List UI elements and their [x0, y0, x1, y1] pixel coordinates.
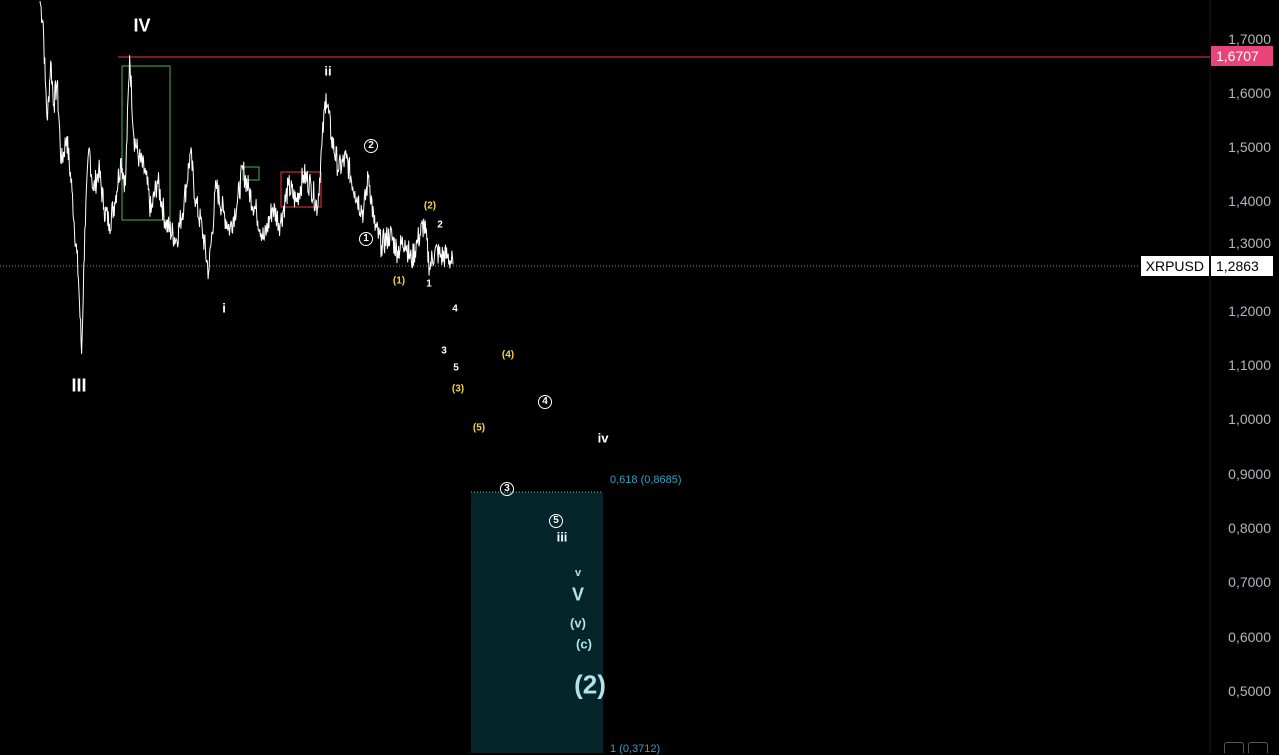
wave-label-small-1: 1 [426, 278, 432, 290]
wave-circle-1: 1 [359, 232, 373, 246]
last-price-tag: 1,2863 [1211, 256, 1273, 276]
fib-1-label: 1 (0,3712) [610, 743, 661, 755]
y-tick: 1,4000 [1228, 193, 1271, 209]
wave-circle-3: 3 [500, 482, 514, 496]
wave-label-iii: iii [556, 529, 568, 545]
y-tick: 1,6000 [1228, 85, 1271, 101]
wave-label-IV: IV [133, 15, 151, 36]
wave-label-III: III [71, 375, 87, 396]
wave-label-v: v [574, 567, 582, 579]
wave-label-V: V [571, 584, 585, 605]
wave-circle-5: 5 [549, 514, 563, 528]
wave-label-small-4: 4 [452, 303, 458, 315]
green-box-large [121, 65, 171, 221]
y-tick: 1,3000 [1228, 235, 1271, 251]
wave-label-iv: iv [597, 430, 609, 446]
wave-label-i: i [222, 300, 226, 316]
wave-circle-4: 4 [538, 395, 552, 409]
y-tick: 1,1000 [1228, 357, 1271, 373]
green-box-small [242, 166, 260, 181]
y-tick: 0,8000 [1228, 520, 1271, 536]
wave-circle-2: 2 [364, 139, 378, 153]
wave-label-yellow-5: (5) [472, 422, 486, 434]
wave-label-small-2: 2 [437, 219, 443, 231]
y-tick: 1,7000 [1228, 31, 1271, 47]
wave-label-paren-2: (2) [574, 669, 606, 700]
wave-label-yellow-2: (2) [423, 200, 437, 212]
wave-label-paren-c: (c) [576, 636, 592, 652]
scroll-down-button[interactable] [1248, 742, 1268, 753]
wave-label-yellow-1: (1) [392, 275, 406, 287]
fib-0618-label: 0,618 (0,8685) [610, 474, 682, 486]
y-tick: 0,7000 [1228, 574, 1271, 590]
wave-label-small-3: 3 [441, 345, 447, 357]
y-tick: 0,6000 [1228, 629, 1271, 645]
red-box [280, 171, 322, 208]
y-tick: 1,2000 [1228, 303, 1271, 319]
y-tick: 1,5000 [1228, 139, 1271, 155]
symbol-tag: XRPUSD [1140, 256, 1209, 276]
scroll-up-button[interactable] [1224, 742, 1244, 753]
fib-target-zone [471, 492, 603, 753]
wave-label-small-5: 5 [453, 362, 459, 374]
wave-label-paren-v: (v) [570, 615, 586, 631]
resistance-price-tag: 1,6707 [1211, 46, 1273, 66]
y-tick: 0,9000 [1228, 466, 1271, 482]
y-tick: 1,0000 [1228, 411, 1271, 427]
wave-label-yellow-3: (3) [451, 383, 465, 395]
price-series-line [39, 0, 454, 354]
wave-label-yellow-4: (4) [501, 349, 515, 361]
y-tick: 0,5000 [1228, 683, 1271, 699]
wave-label-ii: ii [324, 63, 332, 79]
